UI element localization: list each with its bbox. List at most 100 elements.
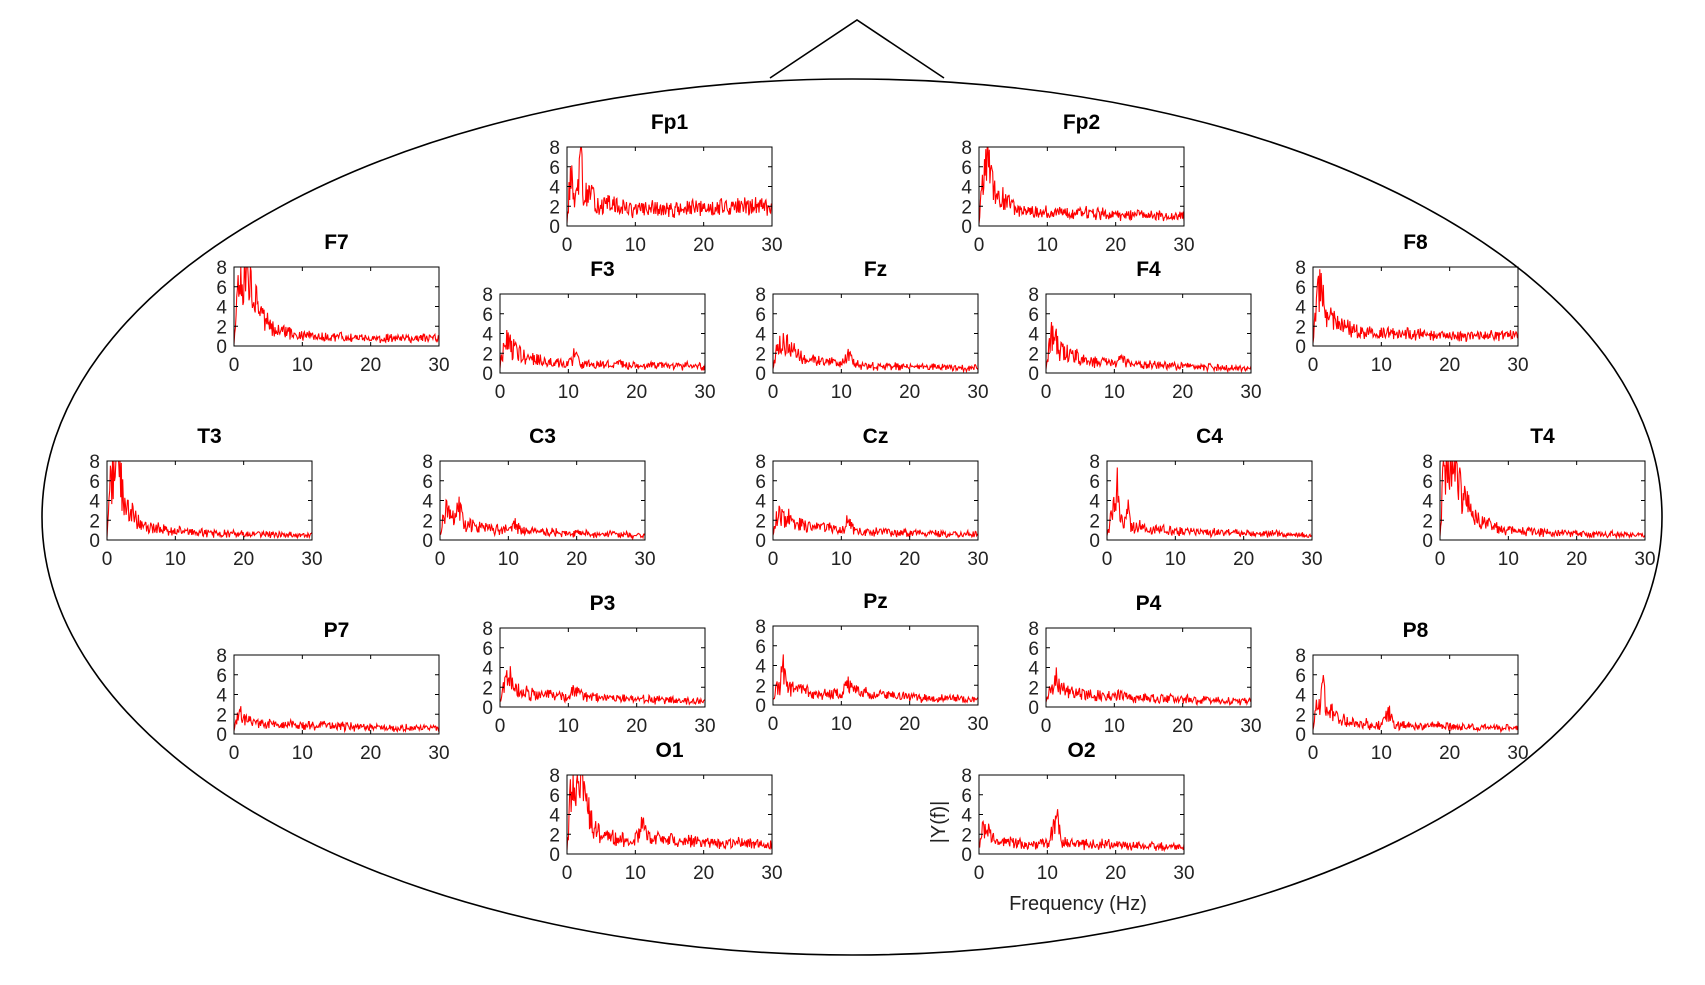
axes-box-f4 xyxy=(1045,293,1252,374)
x-tick-label: 20 xyxy=(899,382,920,403)
x-tick-label: 30 xyxy=(967,382,988,403)
panel-title-f8: F8 xyxy=(1403,231,1428,254)
y-tick-label: 2 xyxy=(755,344,766,365)
y-tick-label: 4 xyxy=(1028,325,1039,346)
y-tick-label: 2 xyxy=(1295,317,1306,338)
spectrum-line-fp1 xyxy=(567,146,772,224)
spectrum-line-t4 xyxy=(1440,460,1645,540)
y-tick-label: 8 xyxy=(961,138,972,159)
x-tick-label: 30 xyxy=(428,743,449,764)
y-tick-label: 8 xyxy=(422,452,433,473)
x-tick-label: 10 xyxy=(1498,549,1519,570)
x-tick-label: 20 xyxy=(1105,863,1126,884)
y-tick-label: 0 xyxy=(422,531,433,552)
panel-title-f3: F3 xyxy=(590,258,615,281)
axes-box-pz xyxy=(772,625,979,706)
spectrum-line-f4 xyxy=(1046,321,1251,373)
x-tick-label: 0 xyxy=(435,549,446,570)
y-tick-label: 0 xyxy=(961,217,972,238)
y-tick-label: 8 xyxy=(1089,452,1100,473)
x-tick-label: 0 xyxy=(768,714,779,735)
y-tick-label: 6 xyxy=(755,637,766,658)
x-tick-label: 20 xyxy=(1439,355,1460,376)
spectrum-line-t3 xyxy=(107,460,312,540)
x-tick-label: 30 xyxy=(694,382,715,403)
spectrum-line-cz xyxy=(773,505,978,539)
x-tick-label: 10 xyxy=(1104,716,1125,737)
spectrum-line-p8 xyxy=(1313,674,1518,734)
spectrum-line-o1 xyxy=(567,774,772,851)
panel-title-p4: P4 xyxy=(1136,592,1162,615)
x-tick-label: 30 xyxy=(1507,355,1528,376)
x-tick-label: 0 xyxy=(102,549,113,570)
y-tick-label: 6 xyxy=(755,305,766,326)
y-tick-label: 8 xyxy=(1028,285,1039,306)
y-tick-label: 2 xyxy=(216,705,227,726)
x-tick-label: 10 xyxy=(625,235,646,256)
y-tick-label: 8 xyxy=(1422,452,1433,473)
x-tick-label: 10 xyxy=(498,549,519,570)
x-tick-label: 20 xyxy=(626,716,647,737)
x-tick-label: 10 xyxy=(1371,743,1392,764)
y-tick-label: 0 xyxy=(1295,337,1306,358)
nose-triangle xyxy=(769,19,945,79)
x-tick-label: 20 xyxy=(1439,743,1460,764)
y-tick-label: 8 xyxy=(89,452,100,473)
x-tick-label: 30 xyxy=(761,863,782,884)
y-tick-label: 8 xyxy=(482,619,493,640)
panel-title-o1: O1 xyxy=(655,739,683,762)
x-tick-label: 20 xyxy=(360,355,381,376)
x-tick-label: 20 xyxy=(693,235,714,256)
x-tick-label: 10 xyxy=(831,382,852,403)
y-tick-label: 6 xyxy=(755,472,766,493)
y-tick-label: 4 xyxy=(1422,492,1433,513)
y-tick-label: 2 xyxy=(482,344,493,365)
y-tick-label: 6 xyxy=(549,158,560,179)
x-tick-label: 30 xyxy=(967,549,988,570)
y-tick-label: 2 xyxy=(1028,344,1039,365)
axes-box-f7 xyxy=(233,266,440,347)
spectrum-line-f3 xyxy=(500,329,705,372)
x-tick-label: 30 xyxy=(967,714,988,735)
panel-title-fz: Fz xyxy=(864,258,887,281)
spectrum-line-p3 xyxy=(500,666,705,706)
x-tick-label: 0 xyxy=(974,235,985,256)
y-tick-label: 6 xyxy=(422,472,433,493)
x-tick-label: 10 xyxy=(831,549,852,570)
y-tick-label: 0 xyxy=(482,698,493,719)
y-tick-label: 6 xyxy=(961,786,972,807)
x-tick-label: 20 xyxy=(626,382,647,403)
y-tick-label: 4 xyxy=(755,657,766,678)
panel-title-f7: F7 xyxy=(324,231,349,254)
y-tick-label: 4 xyxy=(961,178,972,199)
y-tick-label: 6 xyxy=(1089,472,1100,493)
x-tick-label: 0 xyxy=(1308,743,1319,764)
panel-title-c3: C3 xyxy=(529,425,556,448)
panel-title-t4: T4 xyxy=(1530,425,1555,448)
y-tick-label: 0 xyxy=(755,696,766,717)
y-tick-label: 2 xyxy=(549,197,560,218)
y-tick-label: 0 xyxy=(1295,725,1306,746)
y-tick-label: 4 xyxy=(216,298,227,319)
y-tick-label: 4 xyxy=(482,325,493,346)
y-tick-label: 8 xyxy=(961,766,972,787)
y-tick-label: 0 xyxy=(755,531,766,552)
panel-title-o2: O2 xyxy=(1067,739,1095,762)
y-tick-label: 8 xyxy=(1295,646,1306,667)
x-tick-label: 20 xyxy=(899,549,920,570)
y-tick-label: 0 xyxy=(1028,364,1039,385)
axes-box-p7 xyxy=(233,654,440,735)
y-tick-label: 4 xyxy=(1295,686,1306,707)
y-tick-label: 4 xyxy=(549,806,560,827)
